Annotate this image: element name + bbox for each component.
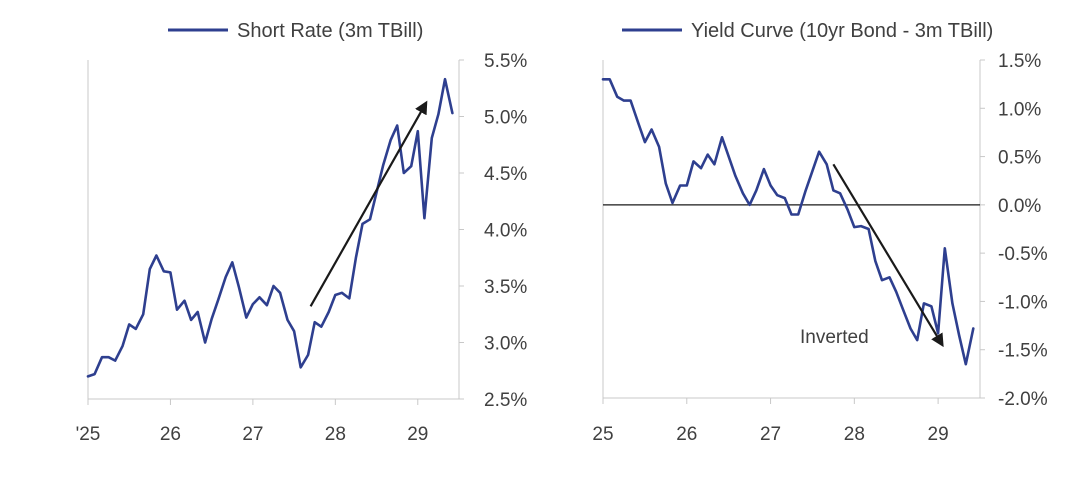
y-tick-label: -1.5% xyxy=(998,341,1048,362)
short-rate-chart-svg: 2.5% 3.0% 3.5% 4.0% 4.5% 5.0% 5.5% '25 26 27 28 29 S… xyxy=(76,20,528,445)
legend-label: Yield Curve (10yr Bond - 3m TBill) xyxy=(691,20,993,42)
y-tick-label: 1.0% xyxy=(998,99,1041,120)
y-tick-label: -1.0% xyxy=(998,292,1048,313)
x-tick-label: 27 xyxy=(242,424,263,445)
inverted-annotation: Inverted xyxy=(800,327,869,348)
yield-curve-series-line xyxy=(601,78,975,366)
y-tick-label: 0.0% xyxy=(998,196,1041,217)
x-tick-label: 29 xyxy=(407,424,428,445)
x-tick-label: 27 xyxy=(760,424,781,445)
x-tick-label: 28 xyxy=(325,424,346,445)
y-tick-label: 0.5% xyxy=(998,148,1041,169)
short-rate-series-line xyxy=(86,77,454,378)
trend-arrow xyxy=(832,163,944,348)
legend-label: Short Rate (3m TBill) xyxy=(237,20,423,42)
y-tick-label: 4.0% xyxy=(484,221,527,242)
x-tick-label: 25 xyxy=(592,424,613,445)
yield-curve-chart: 1.5% 1.0% 0.5% 0.0% -0.5% -1.0% -1.5% -2.0% 25 26… xyxy=(540,0,1080,477)
x-tick-label: '25 xyxy=(76,424,101,445)
x-tick-label: 28 xyxy=(844,424,865,445)
y-tick-label: 3.5% xyxy=(484,277,527,298)
x-tick-label: 26 xyxy=(676,424,697,445)
yield-curve-chart-svg: 1.5% 1.0% 0.5% 0.0% -0.5% -1.0% -1.5% -2.0% 25 26… xyxy=(592,20,1048,445)
y-tick-label: 3.0% xyxy=(484,334,527,355)
x-tick-label: 29 xyxy=(928,424,949,445)
x-tick-label: 26 xyxy=(160,424,181,445)
trend-arrow xyxy=(309,100,428,307)
short-rate-chart: 2.5% 3.0% 3.5% 4.0% 4.5% 5.0% 5.5% '25 26 27 28 29 S… xyxy=(0,0,540,477)
y-tick-label: -2.0% xyxy=(998,389,1048,410)
y-tick-label: 4.5% xyxy=(484,164,527,185)
y-tick-label: 5.5% xyxy=(484,51,527,72)
y-tick-label: 5.0% xyxy=(484,108,527,129)
y-tick-label: 1.5% xyxy=(998,51,1041,72)
y-tick-label: -0.5% xyxy=(998,244,1048,265)
y-tick-label: 2.5% xyxy=(484,390,527,411)
